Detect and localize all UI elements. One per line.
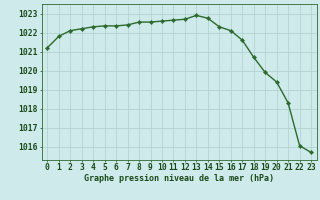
X-axis label: Graphe pression niveau de la mer (hPa): Graphe pression niveau de la mer (hPa) xyxy=(84,174,274,183)
